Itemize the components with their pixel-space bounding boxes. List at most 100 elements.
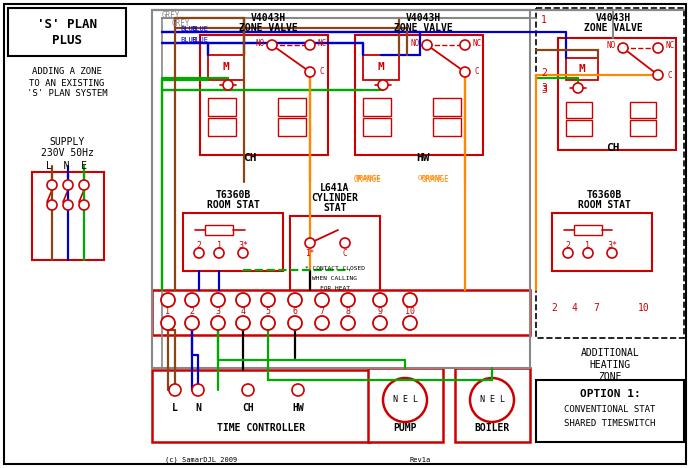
- Circle shape: [460, 40, 470, 50]
- Text: ADDITIONAL: ADDITIONAL: [580, 348, 640, 358]
- Bar: [205, 225, 233, 235]
- Text: ZONE VALVE: ZONE VALVE: [239, 23, 297, 33]
- Circle shape: [460, 67, 470, 77]
- Circle shape: [341, 293, 355, 307]
- Text: 7: 7: [593, 303, 599, 313]
- Text: 1*: 1*: [306, 249, 315, 257]
- Circle shape: [236, 316, 250, 330]
- Bar: [200, 35, 328, 155]
- Text: L: L: [500, 395, 504, 404]
- Circle shape: [607, 248, 617, 258]
- Circle shape: [305, 67, 315, 77]
- Text: TO AN EXISTING: TO AN EXISTING: [30, 79, 105, 88]
- Text: L: L: [413, 395, 417, 404]
- Bar: [363, 55, 399, 80]
- Circle shape: [288, 293, 302, 307]
- Text: SUPPLY: SUPPLY: [50, 137, 85, 147]
- Bar: [566, 102, 592, 118]
- Bar: [552, 213, 652, 271]
- Circle shape: [238, 248, 248, 258]
- Text: 230V 50Hz: 230V 50Hz: [41, 148, 93, 158]
- Circle shape: [288, 316, 302, 330]
- Bar: [8, 8, 126, 56]
- Bar: [566, 58, 598, 80]
- Text: 3: 3: [541, 83, 547, 93]
- Bar: [630, 120, 656, 136]
- Text: HW: HW: [416, 153, 430, 163]
- Circle shape: [211, 293, 225, 307]
- Text: C: C: [319, 67, 324, 76]
- Bar: [278, 98, 306, 116]
- Text: NO: NO: [411, 38, 420, 47]
- Circle shape: [79, 180, 89, 190]
- Bar: [574, 225, 602, 235]
- Text: N: N: [480, 395, 484, 404]
- Circle shape: [242, 384, 254, 396]
- Text: E: E: [489, 395, 495, 404]
- Text: NC: NC: [473, 38, 482, 47]
- Circle shape: [223, 80, 233, 90]
- Circle shape: [63, 180, 73, 190]
- Text: 3: 3: [215, 307, 221, 315]
- Text: BLUE: BLUE: [180, 26, 197, 32]
- Text: GREY: GREY: [172, 19, 190, 28]
- Circle shape: [161, 316, 175, 330]
- Text: ORANGE: ORANGE: [417, 175, 443, 181]
- Text: C: C: [343, 249, 347, 257]
- Text: C: C: [475, 67, 480, 76]
- Text: 1: 1: [541, 15, 547, 25]
- Bar: [558, 38, 676, 150]
- Text: HW: HW: [292, 403, 304, 413]
- Text: V4043H: V4043H: [406, 13, 441, 23]
- Bar: [368, 368, 443, 442]
- Text: BLUE: BLUE: [192, 37, 208, 43]
- Bar: [630, 102, 656, 118]
- Bar: [566, 120, 592, 136]
- Text: ZONE: ZONE: [598, 372, 622, 382]
- Circle shape: [261, 293, 275, 307]
- Bar: [363, 118, 391, 136]
- Circle shape: [192, 384, 204, 396]
- Text: 10: 10: [638, 303, 650, 313]
- Text: NO: NO: [255, 38, 265, 47]
- Text: 7: 7: [319, 307, 324, 315]
- Circle shape: [169, 384, 181, 396]
- Text: NC: NC: [665, 42, 675, 51]
- Text: SHARED TIMESWITCH: SHARED TIMESWITCH: [564, 419, 656, 429]
- Text: OPTION 1:: OPTION 1:: [580, 389, 640, 399]
- Bar: [152, 370, 370, 442]
- Text: 4: 4: [571, 303, 577, 313]
- Text: PUMP: PUMP: [393, 423, 417, 433]
- Text: 2: 2: [541, 68, 547, 78]
- Circle shape: [653, 43, 663, 53]
- Text: 1: 1: [166, 307, 170, 315]
- Text: BLUE: BLUE: [192, 26, 208, 32]
- Text: Rev1a: Rev1a: [409, 457, 431, 463]
- Text: CYLINDER: CYLINDER: [311, 193, 359, 203]
- Text: TIME CONTROLLER: TIME CONTROLLER: [217, 423, 305, 433]
- Text: 2: 2: [551, 303, 557, 313]
- Text: M: M: [377, 62, 384, 72]
- Text: ADDING A ZONE: ADDING A ZONE: [32, 67, 102, 76]
- Circle shape: [47, 200, 57, 210]
- Circle shape: [373, 293, 387, 307]
- Bar: [455, 368, 530, 442]
- Bar: [152, 290, 530, 335]
- Circle shape: [261, 316, 275, 330]
- Text: L: L: [172, 403, 178, 413]
- Circle shape: [618, 43, 628, 53]
- Text: 1: 1: [586, 241, 591, 249]
- Text: (c) SamarDJL 2009: (c) SamarDJL 2009: [165, 457, 237, 463]
- Text: NO: NO: [607, 42, 615, 51]
- Text: PLUS: PLUS: [52, 34, 82, 46]
- Text: ROOM STAT: ROOM STAT: [578, 200, 631, 210]
- Circle shape: [63, 200, 73, 210]
- Text: 2: 2: [190, 307, 195, 315]
- Circle shape: [292, 384, 304, 396]
- Text: T6360B: T6360B: [586, 190, 622, 200]
- Text: NC: NC: [317, 38, 326, 47]
- Text: CONVENTIONAL STAT: CONVENTIONAL STAT: [564, 405, 656, 415]
- Text: L641A: L641A: [320, 183, 350, 193]
- Text: 1: 1: [217, 241, 221, 249]
- Circle shape: [194, 248, 204, 258]
